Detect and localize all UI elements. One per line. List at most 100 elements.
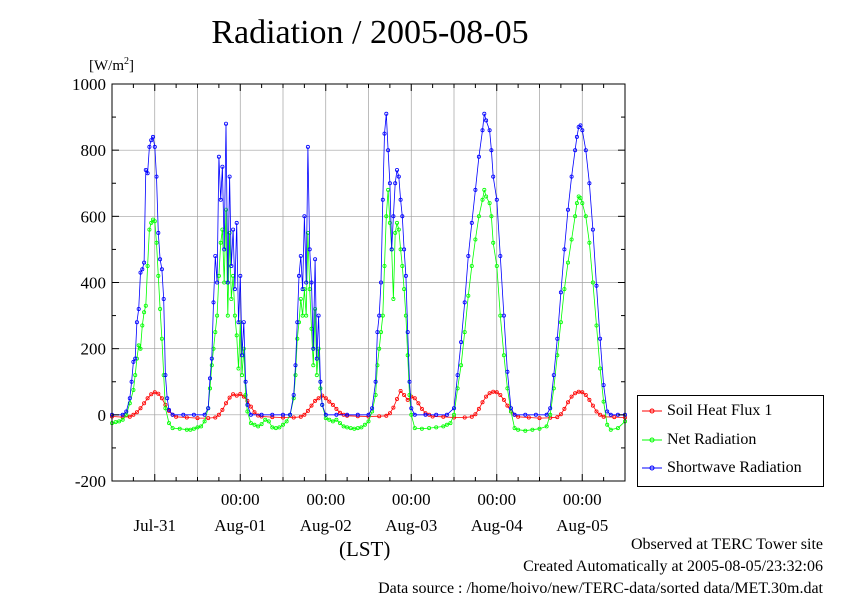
data-point — [441, 424, 446, 429]
data-point — [508, 406, 513, 411]
data-point — [127, 414, 132, 419]
x-time-label: 00:00 — [306, 490, 345, 509]
axes: -200 0 200 400 600 800 1000 00:00 00:00 00:00 00:0… — [72, 75, 625, 535]
data-point — [159, 267, 164, 272]
legend-label-net-radiation: Net Radiation — [667, 431, 757, 448]
data-point — [245, 409, 250, 414]
data-point — [129, 379, 134, 384]
data-point — [409, 406, 414, 411]
data-point — [480, 197, 485, 202]
data-point — [476, 154, 481, 159]
data-point — [318, 379, 323, 384]
data-point — [578, 123, 583, 128]
data-point — [113, 420, 118, 425]
series-shortwave-radiation — [110, 111, 628, 417]
x-date-label: Aug-02 — [300, 516, 352, 535]
data-point — [334, 406, 339, 411]
data-point — [562, 406, 567, 411]
data-point — [316, 313, 321, 318]
data-point — [293, 373, 298, 378]
data-point — [469, 414, 474, 419]
data-point — [288, 412, 293, 417]
y-tick-label: 200 — [81, 340, 107, 359]
data-point — [569, 237, 574, 242]
data-point — [501, 397, 506, 402]
data-point — [512, 412, 517, 417]
data-point — [140, 323, 145, 328]
data-point — [206, 416, 211, 421]
x-axis-title: (LST) — [339, 537, 391, 561]
data-point — [491, 389, 496, 394]
data-point — [403, 273, 408, 278]
data-point — [165, 396, 170, 401]
x-date-label: Aug-04 — [471, 516, 523, 535]
data-point — [133, 356, 138, 361]
data-point — [248, 404, 253, 409]
data-point — [202, 419, 207, 424]
data-point — [407, 379, 412, 384]
data-point — [330, 402, 335, 407]
data-point — [243, 392, 248, 397]
data-point — [207, 376, 212, 381]
data-point — [576, 389, 581, 394]
data-point — [501, 313, 506, 318]
data-point — [222, 247, 227, 252]
data-point — [234, 220, 239, 225]
y-tick-label: 400 — [81, 274, 107, 293]
data-point — [184, 415, 189, 420]
data-point — [202, 412, 207, 417]
data-point — [209, 363, 214, 368]
data-point — [466, 293, 471, 298]
data-point — [232, 287, 237, 292]
data-point — [462, 415, 467, 420]
data-point — [345, 425, 350, 430]
data-point — [451, 406, 456, 411]
data-point — [551, 373, 556, 378]
data-point — [223, 401, 228, 406]
y-unit-superscript: 2 — [124, 56, 129, 67]
data-point — [348, 426, 353, 431]
data-point — [195, 416, 200, 421]
y-tick-label: 1000 — [72, 75, 106, 94]
y-axis-unit: [W/m2] — [89, 56, 134, 75]
data-point — [451, 412, 456, 417]
data-point — [473, 237, 478, 242]
data-point — [280, 415, 285, 420]
data-point — [412, 396, 417, 401]
data-point — [590, 227, 595, 232]
data-point — [394, 167, 399, 172]
data-point — [206, 406, 211, 411]
data-point — [566, 207, 571, 212]
data-point — [382, 131, 387, 136]
data-point — [229, 296, 234, 301]
data-point — [234, 333, 239, 338]
data-point — [608, 427, 613, 432]
data-point — [476, 214, 481, 219]
data-point — [482, 187, 487, 192]
data-point — [163, 373, 168, 378]
data-point — [131, 359, 136, 364]
data-point — [391, 296, 396, 301]
data-point — [480, 128, 485, 133]
data-point — [562, 247, 567, 252]
data-point — [574, 201, 579, 206]
data-point — [291, 392, 296, 397]
data-point — [501, 353, 506, 358]
data-point — [231, 392, 236, 397]
data-point — [466, 253, 471, 258]
data-point — [259, 422, 264, 427]
data-point — [491, 174, 496, 179]
data-point — [300, 287, 305, 292]
data-point — [516, 427, 521, 432]
data-point — [143, 167, 148, 172]
data-point — [375, 330, 380, 335]
data-point — [140, 267, 145, 272]
data-point — [314, 373, 319, 378]
data-point — [138, 406, 143, 411]
data-point — [218, 240, 223, 245]
data-point — [375, 363, 380, 368]
data-point — [573, 214, 578, 219]
data-point — [402, 287, 407, 292]
data-point — [270, 425, 275, 430]
data-point — [402, 392, 407, 397]
